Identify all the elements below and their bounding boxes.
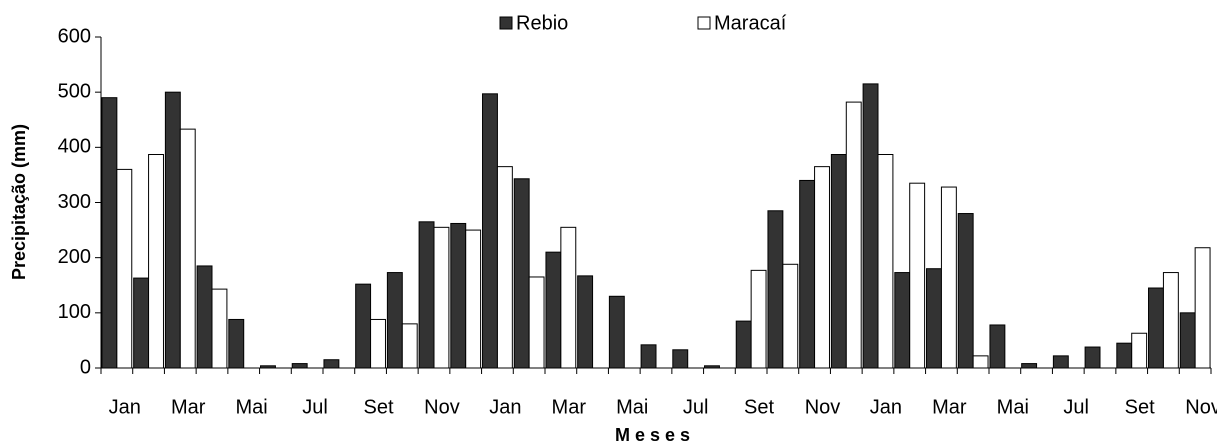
- bar: [577, 275, 594, 369]
- x-tick-label: Jul: [683, 396, 709, 418]
- y-tick-label: 400: [58, 136, 91, 158]
- bar: [164, 91, 181, 369]
- x-tick-label: Jul: [1063, 396, 1089, 418]
- bar: [862, 83, 879, 369]
- x-tick-label: Mar: [171, 396, 206, 418]
- bar: [433, 226, 450, 369]
- x-tick-label: Mai: [997, 396, 1029, 418]
- x-tick-label: Set: [363, 396, 393, 418]
- bar: [608, 295, 625, 369]
- bar: [196, 265, 213, 369]
- bar: [370, 318, 386, 369]
- bar: [513, 178, 530, 369]
- legend-swatch: [499, 16, 513, 30]
- x-tick-label: Jan: [109, 396, 141, 418]
- legend-label: Rebio: [516, 12, 568, 34]
- x-axis-title: Meses: [615, 425, 695, 445]
- x-tick-label: Jul: [302, 396, 328, 418]
- bar: [894, 272, 911, 369]
- bar: [465, 229, 482, 369]
- bar: [845, 101, 862, 369]
- bar: [830, 154, 847, 369]
- bar: [211, 288, 228, 369]
- bar: [957, 213, 974, 369]
- bar: [814, 166, 830, 369]
- x-tick-label: Mar: [932, 396, 967, 418]
- bar: [750, 269, 767, 369]
- bar: [482, 93, 498, 369]
- bar: [116, 168, 133, 369]
- bar: [1021, 363, 1038, 369]
- bar: [450, 222, 467, 369]
- y-tick-label: 200: [58, 246, 91, 268]
- bar: [972, 355, 989, 369]
- bar: [767, 210, 784, 369]
- bar: [1052, 355, 1069, 369]
- legend-swatch: [697, 16, 711, 30]
- bar: [133, 277, 150, 369]
- x-tick-label: Jan: [489, 396, 521, 418]
- bar: [418, 221, 435, 369]
- x-tick-label: Mai: [616, 396, 648, 418]
- x-tick-label: Nov: [1185, 396, 1217, 418]
- bar: [148, 154, 164, 369]
- bar: [799, 179, 816, 369]
- bar: [1116, 342, 1133, 369]
- bar: [1162, 272, 1179, 369]
- legend-label: Maracaí: [714, 12, 787, 34]
- bar: [989, 324, 1006, 369]
- bar: [496, 166, 513, 369]
- bar: [782, 263, 799, 369]
- y-axis-title: Precipitação (mm): [9, 124, 29, 280]
- y-tick-label: 0: [80, 356, 91, 378]
- bar: [291, 363, 308, 369]
- y-tick-label: 100: [58, 301, 91, 323]
- x-tick-label: Jan: [870, 396, 902, 418]
- bar: [940, 186, 957, 369]
- x-tick-label: Nov: [424, 396, 460, 418]
- y-tick-label: 600: [58, 25, 91, 47]
- bar: [560, 226, 577, 369]
- bar: [909, 182, 926, 369]
- y-tick-label: 500: [58, 80, 91, 102]
- x-tick-label: Nov: [805, 396, 841, 418]
- bar: [355, 283, 372, 369]
- y-tick-label: 300: [58, 191, 91, 213]
- bar: [926, 268, 942, 369]
- bar: [1179, 312, 1196, 369]
- bar: [179, 128, 196, 369]
- bar: [545, 251, 562, 369]
- x-tick-label: Mar: [552, 396, 587, 418]
- bar: [1194, 247, 1211, 369]
- bar: [1131, 332, 1148, 369]
- bar: [401, 323, 418, 369]
- x-tick-label: Mai: [236, 396, 268, 418]
- bar: [877, 154, 894, 369]
- bar: [228, 318, 245, 369]
- x-tick-label: Set: [744, 396, 774, 418]
- bar: [640, 344, 657, 369]
- x-tick-label: Set: [1125, 396, 1155, 418]
- bar: [101, 97, 118, 369]
- bar: [528, 276, 545, 369]
- bar: [735, 320, 752, 369]
- bar: [672, 349, 689, 369]
- bar: [1148, 287, 1164, 369]
- bar: [1084, 346, 1101, 369]
- bar: [323, 359, 340, 369]
- bar: [386, 272, 403, 369]
